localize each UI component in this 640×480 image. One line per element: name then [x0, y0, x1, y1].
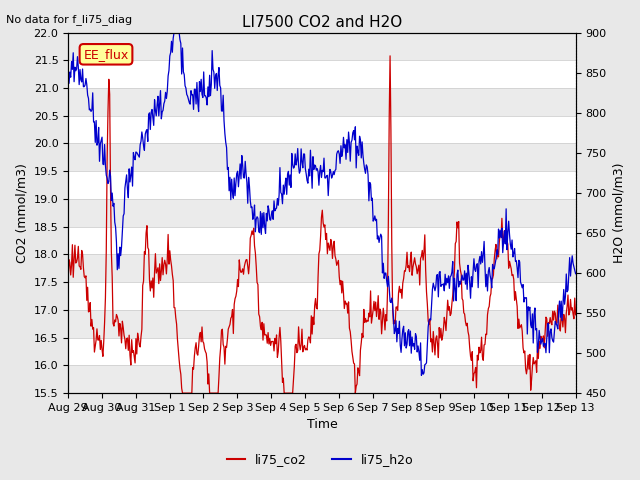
Y-axis label: H2O (mmol/m3): H2O (mmol/m3) — [612, 163, 625, 263]
Title: LI7500 CO2 and H2O: LI7500 CO2 and H2O — [242, 15, 402, 30]
li75_co2 — [405, 263, 413, 269]
li75_h2o — [417, 372, 425, 378]
Bar — [68, 199, 575, 227]
li75_co2 — [364, 318, 372, 324]
li75_co2 — [179, 390, 186, 396]
li75_h2o — [170, 30, 178, 36]
li75_co2 — [295, 324, 303, 330]
li75_co2 — [572, 312, 579, 318]
li75_h2o — [64, 63, 72, 69]
Bar — [68, 144, 575, 171]
li75_h2o — [572, 271, 579, 276]
Bar — [68, 33, 575, 60]
li75_h2o — [154, 94, 162, 99]
li75_co2 — [154, 265, 162, 271]
Line: li75_co2: li75_co2 — [68, 56, 575, 393]
X-axis label: Time: Time — [307, 419, 337, 432]
li75_h2o — [196, 79, 204, 84]
Bar — [68, 88, 575, 116]
li75_co2 — [196, 333, 204, 339]
li75_h2o — [295, 163, 303, 169]
Text: No data for f_li75_diag: No data for f_li75_diag — [6, 14, 132, 25]
Line: li75_h2o: li75_h2o — [68, 33, 575, 375]
li75_co2 — [386, 53, 394, 59]
li75_co2 — [64, 277, 72, 283]
Bar — [68, 254, 575, 282]
Bar — [68, 365, 575, 393]
li75_h2o — [448, 269, 456, 275]
li75_h2o — [364, 172, 372, 178]
Text: EE_flux: EE_flux — [83, 48, 129, 61]
li75_h2o — [404, 329, 412, 335]
Legend: li75_co2, li75_h2o: li75_co2, li75_h2o — [221, 448, 419, 471]
Y-axis label: CO2 (mmol/m3): CO2 (mmol/m3) — [15, 163, 28, 263]
li75_co2 — [448, 300, 456, 306]
Bar — [68, 310, 575, 337]
